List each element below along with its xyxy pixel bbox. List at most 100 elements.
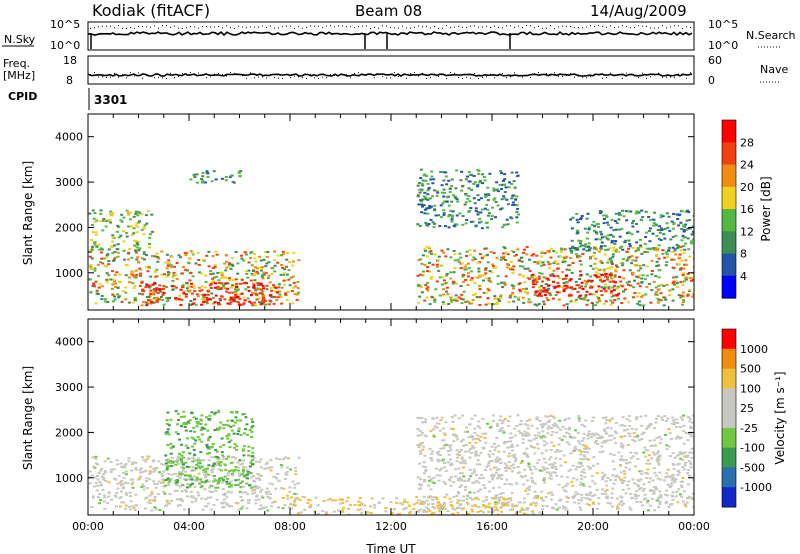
power-cell [518,265,522,268]
velocity-cell [122,477,126,480]
velocity-cell [689,466,693,469]
velocity-cell [184,461,188,464]
velocity-cell [460,457,464,460]
velocity-cell [575,478,579,481]
power-cell [145,266,149,269]
velocity-cell [194,439,198,442]
velocity-cell [281,507,285,510]
power-cell [690,242,694,245]
velocity-cell [638,470,642,473]
velocity-cell [92,465,96,468]
velocity-cell [201,465,204,468]
nave-dot [470,77,471,79]
velocity-cell [475,479,479,482]
power-cell [640,277,644,280]
velocity-cell [594,432,598,435]
velocity-cell [189,430,193,433]
velocity-cell [224,423,228,426]
power-cell [657,299,661,302]
power-cell [166,264,170,267]
velocity-cell [536,447,540,450]
power-cell [473,181,477,184]
power-cell [450,178,454,181]
power-cell [189,300,193,302]
velocity-cell [555,431,559,434]
power-cell [634,249,638,252]
colorbar-swatch [722,408,736,429]
velocity-cell [497,496,501,499]
power-cell [107,248,111,251]
velocity-cell [527,465,531,467]
power-cell [604,214,608,217]
velocity-cell [552,507,556,510]
nsearch-dot [226,25,227,27]
power-cell [143,224,147,227]
power-cell [182,266,185,268]
power-cell [454,297,458,300]
power-cell [200,285,204,288]
velocity-cell [269,492,272,495]
velocity-cell [100,475,104,478]
power-cell [106,253,110,256]
nsearch-dot [542,27,543,29]
power-cell [124,298,128,301]
velocity-cell [102,477,106,479]
power-cell [586,231,590,234]
power-cell [487,289,491,292]
power-cell [225,266,229,269]
power-cell [447,215,451,218]
velocity-cell [224,468,228,471]
power-cell [424,179,428,182]
power-cell [565,255,569,258]
power-cell [249,279,253,282]
power-cell [268,294,272,297]
power-cell [115,248,119,251]
power-cell [538,293,541,296]
velocity-cell [436,504,440,507]
power-cell [681,291,685,294]
power-cell [179,256,183,259]
power-cell [474,224,478,227]
velocity-cell [446,461,450,464]
velocity-cell [180,471,184,474]
velocity-cell [553,461,557,464]
power-cell [254,260,258,263]
velocity-cell [191,445,194,448]
power-cell [223,276,227,279]
power-cell [146,270,150,273]
velocity-cell [491,511,495,513]
velocity-cell [435,426,439,429]
power-cell [92,285,96,288]
velocity-cell [634,494,638,497]
velocity-cell [208,490,212,493]
power-cell [206,298,210,301]
velocity-cell [250,489,254,492]
power-cell [553,287,557,290]
power-cell [502,195,506,198]
power-cell [174,297,178,300]
velocity-cell [222,427,226,430]
velocity-cell [288,490,292,493]
power-cell [284,279,288,282]
power-cell [228,262,231,265]
velocity-cell [174,463,178,466]
power-cell [643,251,647,253]
power-cell [657,298,661,301]
power-cell [288,261,291,264]
power-cell [532,275,536,278]
velocity-cell [568,426,571,429]
velocity-cell [584,447,588,450]
power-cell [190,282,193,285]
nsearch-dot [258,26,259,28]
power-cell [636,247,640,249]
power-cell [229,286,233,289]
velocity-cell [544,415,548,418]
velocity-cell [91,495,95,498]
velocity-cell [603,430,607,433]
power-cell [265,288,269,291]
velocity-cell [153,469,157,472]
velocity-cell [279,464,283,466]
velocity-cell [657,435,661,438]
power-cell [549,256,553,259]
nave-dot [486,76,487,78]
